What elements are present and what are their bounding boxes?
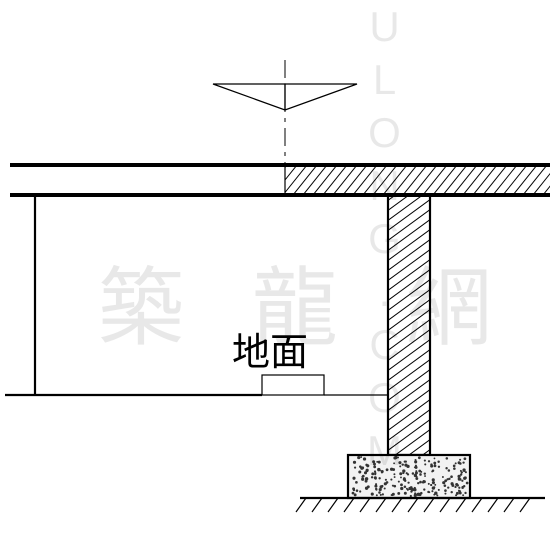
svg-text:地面: 地面 (232, 332, 308, 374)
diagram-canvas: 地面 (0, 0, 560, 560)
